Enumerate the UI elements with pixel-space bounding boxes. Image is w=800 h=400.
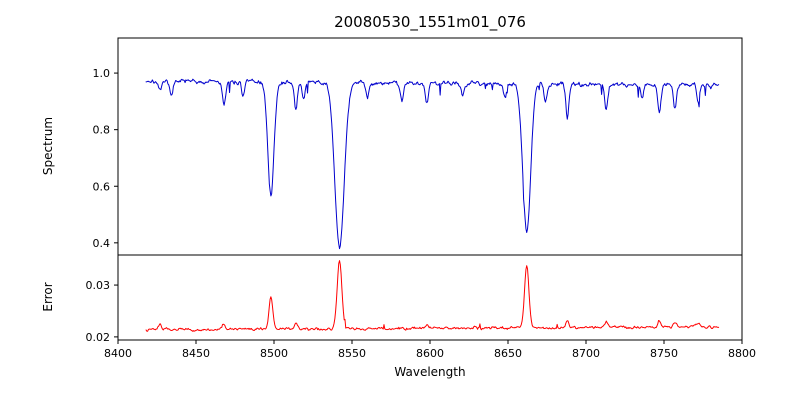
x-axis-label: Wavelength (394, 365, 465, 379)
chart-title: 20080530_1551m01_076 (334, 13, 526, 32)
x-tick-label: 8500 (260, 347, 288, 360)
y-tick-label: 0.6 (93, 180, 111, 193)
x-ticks: 8400 8450 8500 8550 8600 8650 8700 8750 8800 (104, 340, 756, 360)
y-tick-label: 0.03 (86, 279, 111, 292)
spectrum-line (145, 78, 720, 250)
x-tick-label: 8750 (650, 347, 678, 360)
x-tick-label: 8400 (104, 347, 132, 360)
x-tick-label: 8700 (572, 347, 600, 360)
y-tick-label: 0.4 (93, 237, 111, 250)
y-ticks-spectrum: 0.4 0.6 0.8 1.0 (93, 67, 118, 250)
y-tick-label: 0.02 (86, 331, 111, 344)
spectrum-y-axis-label: Spectrum (41, 117, 55, 175)
x-tick-label: 8450 (182, 347, 210, 360)
error-y-axis-label: Error (41, 282, 55, 311)
error-line (145, 260, 720, 332)
y-tick-label: 1.0 (93, 67, 111, 80)
y-ticks-error: 0.02 0.03 (86, 279, 118, 344)
x-tick-label: 8550 (338, 347, 366, 360)
y-tick-label: 0.8 (93, 124, 111, 137)
plot-area: 0.4 0.6 0.8 1.0 0.02 0.03 8400 8450 8500 8550 8600… (86, 37, 756, 360)
x-tick-label: 8650 (494, 347, 522, 360)
x-tick-label: 8600 (416, 347, 444, 360)
x-tick-label: 8800 (728, 347, 756, 360)
spectrum-panel-frame (117, 37, 743, 256)
